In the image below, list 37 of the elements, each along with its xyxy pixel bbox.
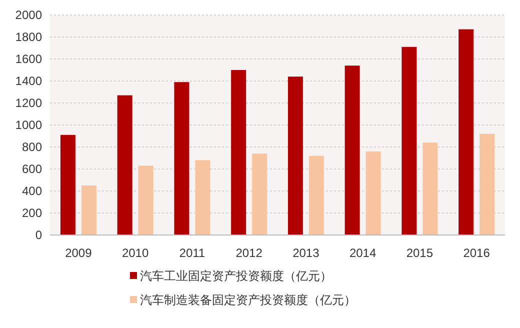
x-tick-label: 2014 [349, 246, 376, 260]
bar [195, 160, 210, 235]
bar [402, 46, 417, 235]
bar [60, 134, 76, 235]
x-tick-label: 2015 [406, 246, 434, 260]
bar [252, 154, 268, 235]
bar [231, 70, 246, 235]
bar [117, 95, 132, 235]
x-tick-label: 2016 [463, 246, 490, 260]
y-tick-label: 1400 [15, 74, 42, 88]
y-tick-label: 1200 [15, 96, 42, 110]
y-tick-label: 2000 [15, 8, 42, 22]
x-tick-label: 2012 [236, 246, 263, 260]
bar [174, 82, 190, 235]
bar [81, 186, 96, 235]
bar [422, 142, 438, 235]
bar [480, 134, 495, 235]
y-tick-label: 0 [35, 228, 42, 242]
x-tick-label: 2009 [65, 246, 92, 260]
y-tick-label: 400 [22, 184, 42, 198]
bar [308, 156, 324, 235]
y-tick-label: 600 [22, 162, 42, 176]
bar [288, 76, 303, 235]
bar [366, 151, 381, 235]
y-tick-label: 1600 [15, 52, 42, 66]
bar [458, 29, 474, 235]
x-tick-label: 2010 [122, 246, 149, 260]
bar [138, 166, 154, 235]
y-tick-label: 800 [22, 140, 42, 154]
x-tick-label: 2013 [292, 246, 320, 260]
legend-label: 汽车制造装备固定资产投资额度（亿元） [140, 293, 356, 307]
legend-label: 汽车工业固定资产投资额度（亿元） [140, 269, 332, 283]
bar [344, 66, 360, 235]
y-tick-label: 1000 [15, 118, 42, 132]
y-tick-label: 1800 [15, 30, 42, 44]
x-tick-label: 2011 [179, 246, 206, 260]
y-tick-label: 200 [22, 206, 42, 220]
